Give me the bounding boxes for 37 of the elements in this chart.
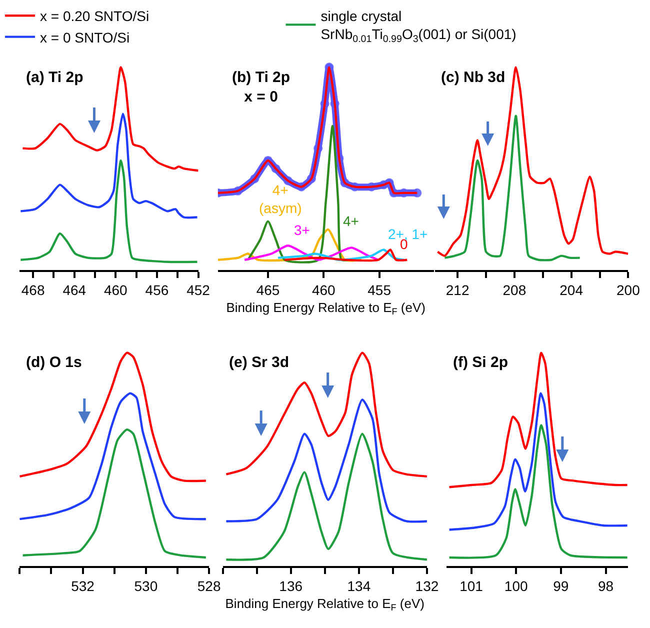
x-tick-label: 98 (598, 578, 614, 594)
legend-label: x = 0.20 SNTO/Si (40, 8, 150, 24)
series-label: 3+ (294, 222, 310, 238)
x-tick-label: 460 (104, 282, 128, 298)
x-tick-label: 212 (446, 282, 470, 298)
text: (b) Ti 2p x = 0 (232, 69, 290, 106)
x-tick-label: 136 (279, 578, 303, 594)
legend-label: x = 0 SNTO/Si (40, 29, 130, 46)
chart-title: (c) Nb 3d (441, 69, 506, 86)
x-tick-label: 101 (460, 578, 484, 594)
chart-title: (d) O 1s (26, 354, 82, 371)
x-tick-label: 530 (134, 578, 158, 594)
chart-title: (f) Si 2p (453, 354, 508, 371)
x-tick-label: 99 (553, 578, 569, 594)
series-label: 2+, 1+ (388, 226, 428, 242)
x-tick-label: 468 (21, 282, 45, 298)
x-tick-label: 132 (415, 578, 439, 594)
x-tick-label: 460 (312, 282, 336, 298)
x-tick-label: 452 (186, 282, 210, 298)
x-tick-label: 464 (62, 282, 86, 298)
x-tick-label: 200 (616, 282, 640, 298)
series-label: 4+ (343, 213, 359, 229)
x-axis-title: Binding Energy Relative to E$_{F}$ (eV) (226, 300, 426, 317)
x-tick-label: 456 (145, 282, 169, 298)
x-tick-label: 208 (502, 282, 526, 298)
x-tick-label: 100 (504, 578, 528, 594)
chart-title: (a) Ti 2p (26, 69, 84, 86)
chart-title: (e) Sr 3d (229, 354, 290, 371)
series-label: 4+ (asym) (259, 182, 302, 216)
x-tick-label: 134 (347, 578, 371, 594)
x-axis-title: Binding Energy Relative to E$_{F}$ (eV) (225, 596, 424, 613)
legend-label: single crystal SrNb$_{0.01}$Ti$_{0.99}$O$_{3}$(001) or Si(001) (320, 8, 516, 46)
x-tick-label: 455 (368, 282, 392, 298)
x-tick-label: 465 (256, 282, 280, 298)
x-tick-label: 528 (197, 578, 221, 594)
x-tick-label: 204 (560, 282, 584, 298)
x-tick-label: 532 (71, 578, 95, 594)
